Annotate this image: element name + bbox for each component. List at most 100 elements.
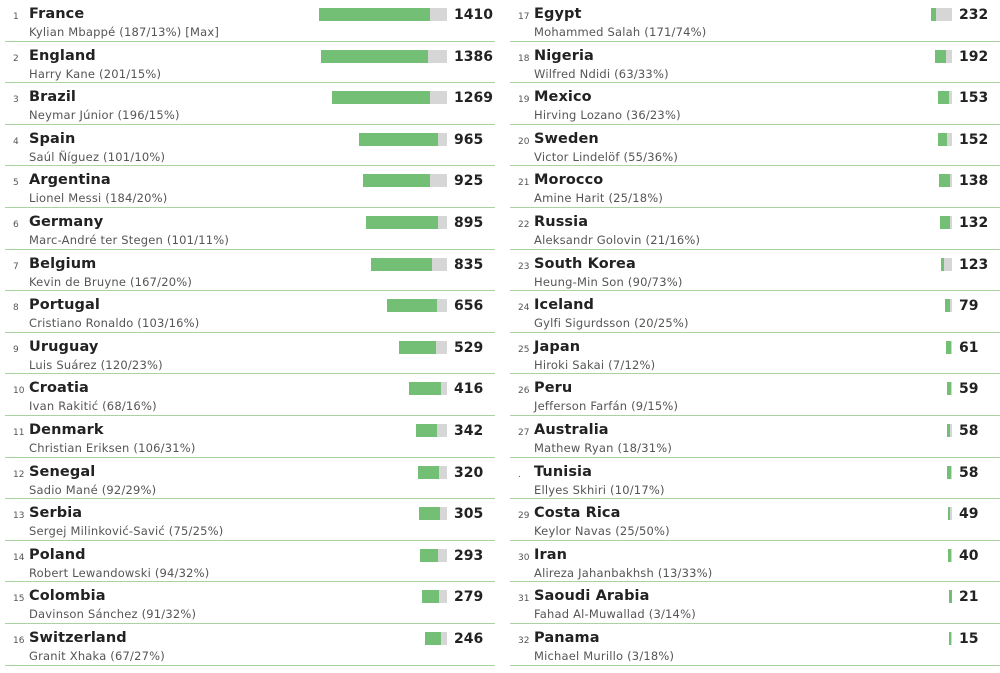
table-row: 26 Peru Jefferson Farfán (9/15%) 59	[510, 374, 1000, 416]
value-bar-fill	[415, 423, 438, 437]
player-detail: Wilfred Ndidi (63/33%)	[534, 66, 669, 81]
table-row: 21 Morocco Amine Harit (25/18%) 138	[510, 166, 1000, 208]
country-name: Denmark	[29, 421, 104, 438]
value-bar-fill	[321, 49, 429, 63]
value-bar	[331, 91, 447, 105]
value-label: 138	[959, 173, 989, 190]
table-row: 17 Egypt Mohammed Salah (171/74%) 232	[510, 0, 1000, 42]
country-name: Brazil	[29, 89, 76, 106]
player-detail: Jefferson Farfán (9/15%)	[534, 399, 679, 414]
table-row: 10 Croatia Ivan Rakitić (68/16%) 416	[5, 374, 495, 416]
value-bar	[424, 631, 447, 645]
value-bar-fill	[946, 340, 952, 354]
country-name: Mexico	[534, 89, 592, 106]
value-bar	[409, 382, 447, 396]
value-bar-fill	[363, 174, 431, 188]
player-detail: Mohammed Salah (171/74%)	[534, 25, 707, 39]
value-bar	[946, 423, 952, 437]
value-bar	[944, 299, 952, 313]
rank-label: 21	[518, 178, 530, 189]
country-name: Spain	[29, 130, 76, 147]
rank-label: 11	[13, 427, 25, 438]
value-bar-fill	[420, 548, 439, 562]
value-label: 656	[454, 298, 484, 315]
value-label: 320	[454, 464, 484, 481]
country-name: Iceland	[534, 297, 594, 314]
table-row: 27 Australia Mathew Ryan (18/31%) 58	[510, 416, 1000, 458]
player-detail: Granit Xhaka (67/27%)	[29, 648, 165, 663]
value-bar-fill	[948, 548, 951, 562]
rank-label: 18	[518, 53, 530, 64]
rank-label: 14	[13, 552, 25, 563]
country-name: Croatia	[29, 380, 89, 397]
value-label: 965	[454, 131, 484, 148]
rank-label: 13	[13, 511, 25, 522]
player-detail: Kevin de Bruyne (167/20%)	[29, 274, 193, 289]
value-bar-fill	[944, 299, 951, 313]
value-label: 232	[959, 7, 989, 23]
player-detail: Victor Lindelöf (55/36%)	[534, 149, 679, 164]
table-row: 5 Argentina Lionel Messi (184/20%) 925	[5, 166, 495, 208]
value-bar-fill	[938, 132, 948, 146]
country-name: Costa Rica	[534, 505, 621, 522]
country-name: Japan	[534, 338, 581, 355]
country-name: Peru	[534, 380, 573, 397]
player-detail: Saúl Ñíguez (101/10%)	[29, 149, 166, 164]
country-name: Colombia	[29, 588, 106, 605]
value-bar	[387, 299, 447, 313]
table-row: 25 Japan Hiroki Sakai (7/12%) 61	[510, 333, 1000, 375]
table-row: 14 Poland Robert Lewandowski (94/32%) 293	[5, 541, 495, 583]
table-row: . Tunisia Ellyes Skhiri (10/17%) 58	[510, 458, 1000, 500]
value-label: 192	[959, 48, 989, 65]
table-row: 13 Serbia Sergej Milinković-Savić (75/25%)…	[5, 499, 495, 541]
value-bar-fill	[365, 215, 439, 229]
value-bar	[934, 49, 952, 63]
value-label: 246	[454, 630, 484, 647]
rank-label: .	[518, 469, 521, 480]
rank-label: 4	[13, 136, 19, 147]
value-label: 59	[959, 381, 979, 398]
player-detail: Gylfi Sigurdsson (20/25%)	[534, 316, 689, 331]
value-bar	[421, 590, 447, 604]
value-bar-fill	[934, 49, 947, 63]
value-label: 49	[959, 506, 979, 523]
table-row: 31 Saoudi Arabia Fahad Al-Muwallad (3/14%)…	[510, 582, 1000, 624]
player-detail: Sadio Mané (92/29%)	[29, 482, 157, 497]
table-row: 11 Denmark Christian Eriksen (106/31%) 342	[5, 416, 495, 458]
value-bar-fill	[930, 8, 937, 21]
value-bar-fill	[938, 91, 949, 105]
value-label: 58	[959, 464, 979, 481]
rank-label: 9	[13, 344, 19, 355]
value-bar	[415, 423, 447, 437]
rank-label: 27	[518, 427, 530, 438]
country-name: Belgium	[29, 255, 97, 272]
value-label: 293	[454, 547, 484, 564]
value-bar	[359, 132, 447, 146]
table-row: 20 Sweden Victor Lindelöf (55/36%) 152	[510, 125, 1000, 167]
value-bar	[939, 174, 952, 188]
value-bar	[948, 548, 952, 562]
player-detail: Keylor Navas (25/50%)	[534, 524, 670, 539]
rank-label: 32	[518, 635, 530, 646]
value-bar-fill	[421, 590, 439, 604]
player-detail: Aleksandr Golovin (21/16%)	[534, 232, 701, 247]
country-name: Morocco	[534, 172, 604, 189]
value-label: 416	[454, 381, 484, 398]
rank-label: 23	[518, 261, 530, 272]
value-bar-fill	[398, 340, 436, 354]
player-detail: Marc-André ter Stegen (101/11%)	[29, 232, 230, 247]
rank-label: 19	[518, 95, 530, 106]
value-bar-fill	[939, 174, 950, 188]
value-bar	[938, 132, 952, 146]
country-name: France	[29, 6, 85, 22]
player-detail: Ivan Rakitić (68/16%)	[29, 399, 157, 414]
value-bar	[946, 465, 952, 479]
value-label: 15	[959, 630, 979, 647]
rank-label: 15	[13, 594, 25, 605]
player-detail: Davinson Sánchez (91/32%)	[29, 607, 197, 622]
country-name: Panama	[534, 629, 600, 646]
table-row: 29 Costa Rica Keylor Navas (25/50%) 49	[510, 499, 1000, 541]
value-bar	[940, 215, 952, 229]
value-bar-fill	[949, 590, 952, 604]
table-row: 30 Iran Alireza Jahanbakhsh (13/33%) 40	[510, 541, 1000, 583]
